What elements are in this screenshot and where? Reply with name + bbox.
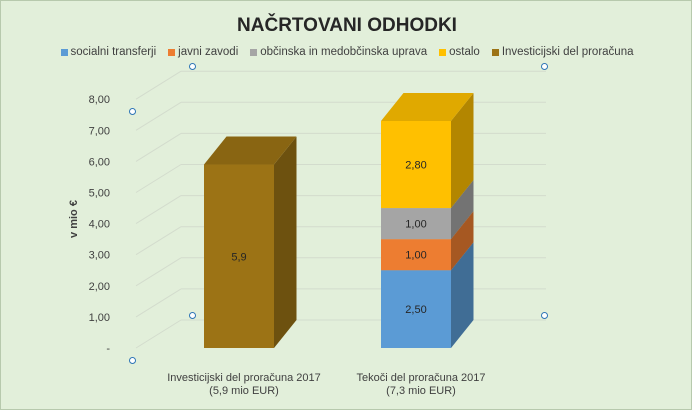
gridline-side — [135, 319, 182, 349]
legend-label: javni zavodi — [178, 46, 239, 58]
y-tick-label: 1,00 — [89, 312, 110, 324]
category-label: Investicijski del proračuna 2017 — [167, 372, 320, 384]
y-tick-label: 8,00 — [89, 94, 110, 106]
bar-segment-top — [204, 136, 297, 165]
legend-label: socialni transferji — [70, 46, 157, 58]
legend-swatch — [250, 48, 258, 56]
legend-item[interactable]: socialni transferji — [60, 46, 157, 58]
legend-swatch — [168, 48, 176, 56]
resize-handle-middle-left[interactable] — [189, 312, 196, 319]
resize-handle-bottom-left[interactable] — [129, 357, 136, 364]
legend-item[interactable]: Investicijski del proračuna — [491, 46, 634, 58]
data-label: 5,9 — [231, 251, 246, 263]
gridline-side — [135, 164, 182, 193]
bar-segment-front — [381, 270, 451, 348]
y-tick-label: 5,00 — [89, 188, 110, 200]
gridline-side — [135, 257, 182, 287]
resize-handle-left-top[interactable] — [129, 108, 136, 115]
legend-item[interactable]: občinska in medobčinska uprava — [250, 46, 427, 58]
bar-segment-side — [274, 136, 297, 348]
legend-item[interactable]: javni zavodi — [168, 46, 238, 58]
bar-segment-top — [381, 92, 474, 121]
chart-legend: socialni transferji javni zavodi občinska … — [1, 46, 692, 58]
y-tick-label: - — [106, 343, 110, 355]
bar-segment-side — [451, 180, 474, 240]
bar-segment-side — [451, 92, 474, 209]
gridline-side — [135, 70, 182, 100]
legend-label: občinska in medobčinska uprava — [260, 46, 428, 58]
gridline-side — [135, 288, 182, 318]
bar-segment-front — [204, 164, 274, 348]
bar-segment-side — [451, 242, 474, 348]
y-axis-title: v mio € — [68, 200, 80, 238]
gridline-side — [135, 101, 182, 131]
legend-swatch — [491, 48, 499, 56]
gridline-side — [135, 195, 182, 225]
data-label: 2,80 — [405, 160, 426, 172]
resize-handle-top-left[interactable] — [189, 63, 196, 70]
y-tick-label: 3,00 — [89, 250, 110, 262]
chart-title: NAČRTOVANI ODHODKI — [237, 15, 457, 36]
legend-label: Investicijski del proračuna — [501, 46, 634, 58]
resize-handle-top-right[interactable] — [541, 63, 548, 70]
y-tick-label: 7,00 — [89, 125, 110, 137]
legend-swatch — [439, 48, 447, 56]
category-label: Tekoči del proračuna 2017 — [356, 372, 485, 384]
bar-segment-side — [451, 211, 474, 271]
bar-segment-front — [381, 120, 451, 209]
y-tick-label: 4,00 — [89, 219, 110, 231]
gridline-side — [135, 132, 182, 162]
data-label: 2,50 — [405, 304, 426, 316]
legend-item[interactable]: ostalo — [439, 46, 480, 58]
resize-handle-middle-right[interactable] — [541, 312, 548, 319]
category-label: (5,9 mio EUR) — [209, 385, 279, 397]
gridline-side — [135, 226, 182, 256]
legend-label: ostalo — [449, 46, 480, 58]
data-label: 1,00 — [405, 250, 426, 262]
bar-segment-front — [381, 239, 451, 271]
y-tick-label: 2,00 — [89, 281, 110, 293]
legend-swatch — [60, 48, 68, 56]
category-label: (7,3 mio EUR) — [386, 385, 456, 397]
bar-segment-front — [381, 208, 451, 240]
data-label: 1,00 — [405, 219, 426, 231]
y-tick-label: 6,00 — [89, 156, 110, 168]
